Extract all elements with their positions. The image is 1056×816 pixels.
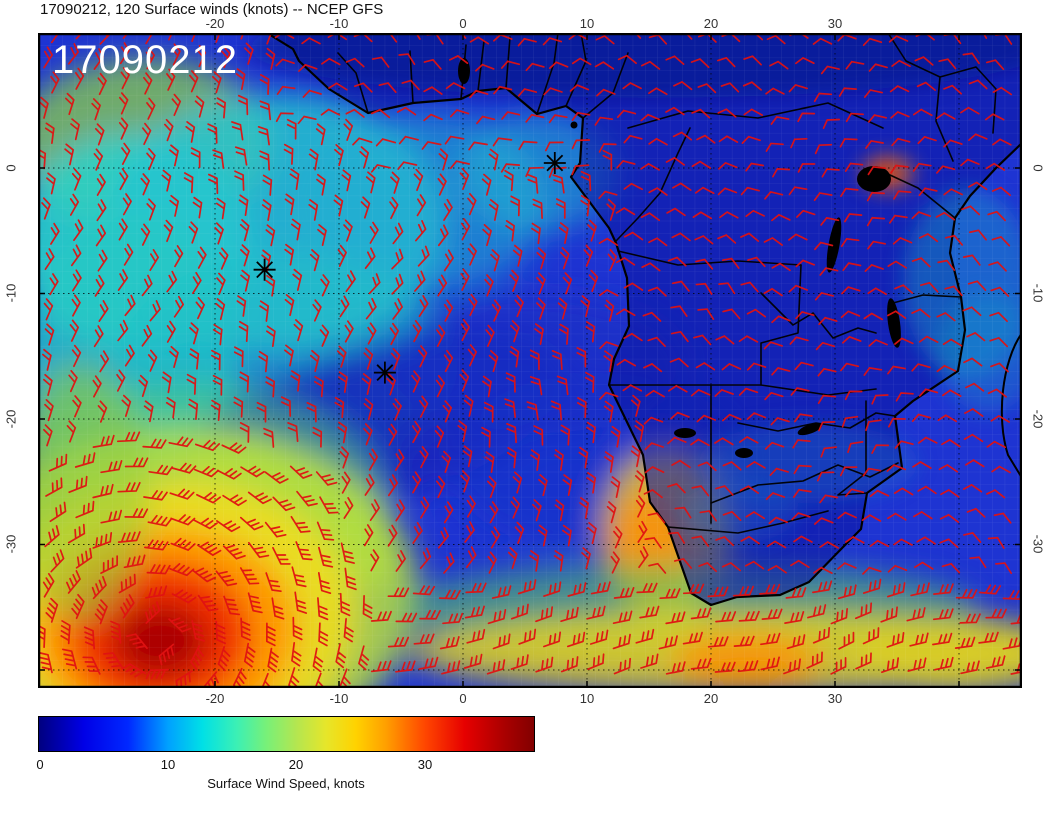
y-axis-right-tick: -10 — [1030, 283, 1046, 303]
plot-title: 17090212, 120 Surface winds (knots) -- N… — [40, 1, 384, 18]
y-axis-right-tick: -20 — [1030, 409, 1046, 429]
x-axis-top-tick: 10 — [579, 16, 595, 31]
x-axis-bottom-tick: 30 — [827, 691, 843, 706]
x-axis-bottom-tick: 10 — [579, 691, 595, 706]
storm-marker — [253, 258, 276, 281]
x-axis-top-tick: -20 — [205, 16, 225, 31]
y-axis-left-tick: -30 — [3, 534, 19, 554]
gridlines-layer — [38, 33, 1022, 688]
x-axis-top-tick: 30 — [827, 16, 843, 31]
x-axis-top-tick: 0 — [459, 16, 467, 31]
wind-barbs-layer — [38, 33, 1022, 688]
y-axis-left-tick: -10 — [3, 283, 19, 303]
colorbar-tick: 0 — [36, 757, 44, 772]
x-axis-bottom-tick: 20 — [703, 691, 719, 706]
x-axis-bottom-tick: -20 — [205, 691, 225, 706]
x-axis-top-tick: 20 — [703, 16, 719, 31]
storm-markers-layer — [253, 152, 566, 384]
x-axis-bottom-tick: -10 — [329, 691, 349, 706]
colorbar-gradient — [38, 716, 535, 752]
y-axis-right-tick: -30 — [1030, 534, 1046, 554]
x-axis-top-tick: -10 — [329, 16, 349, 31]
colorbar-caption: Surface Wind Speed, knots — [207, 776, 365, 791]
y-axis-left-tick: -20 — [3, 409, 19, 429]
colorbar-tick: 30 — [417, 757, 433, 772]
colorbar-tick: 20 — [288, 757, 304, 772]
y-axis-left-tick: 0 — [3, 164, 19, 172]
lakes — [458, 58, 901, 458]
colorbar-tick: 10 — [160, 757, 176, 772]
x-axis-bottom-tick: 0 — [459, 691, 467, 706]
storm-marker — [543, 152, 566, 174]
storm-marker — [373, 361, 396, 384]
y-axis-right-tick: 0 — [1030, 164, 1046, 172]
wind-map-canvas — [38, 33, 1022, 688]
run-timestamp-overlay: 17090212 — [52, 38, 238, 82]
map-frame — [38, 33, 1022, 688]
